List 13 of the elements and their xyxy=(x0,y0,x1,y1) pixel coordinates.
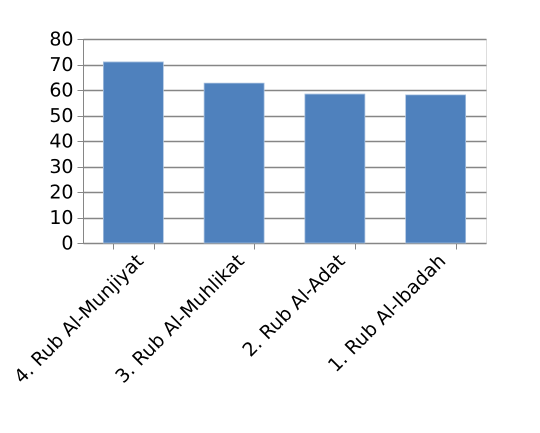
bar xyxy=(204,82,265,244)
y-tick-label: 40 xyxy=(49,130,74,152)
y-tick-label: 20 xyxy=(49,182,74,204)
y-tick-label: 0 xyxy=(61,232,74,254)
y-tick-label: 60 xyxy=(49,80,74,102)
y-tick-label: 80 xyxy=(49,28,74,50)
bar xyxy=(304,94,366,244)
y-tick-label: 50 xyxy=(49,105,74,127)
y-tick-label: 30 xyxy=(49,156,74,178)
y-tick-label: 10 xyxy=(49,207,74,229)
bar xyxy=(102,62,164,244)
y-tick-label: 70 xyxy=(49,54,74,76)
bar xyxy=(405,94,466,244)
